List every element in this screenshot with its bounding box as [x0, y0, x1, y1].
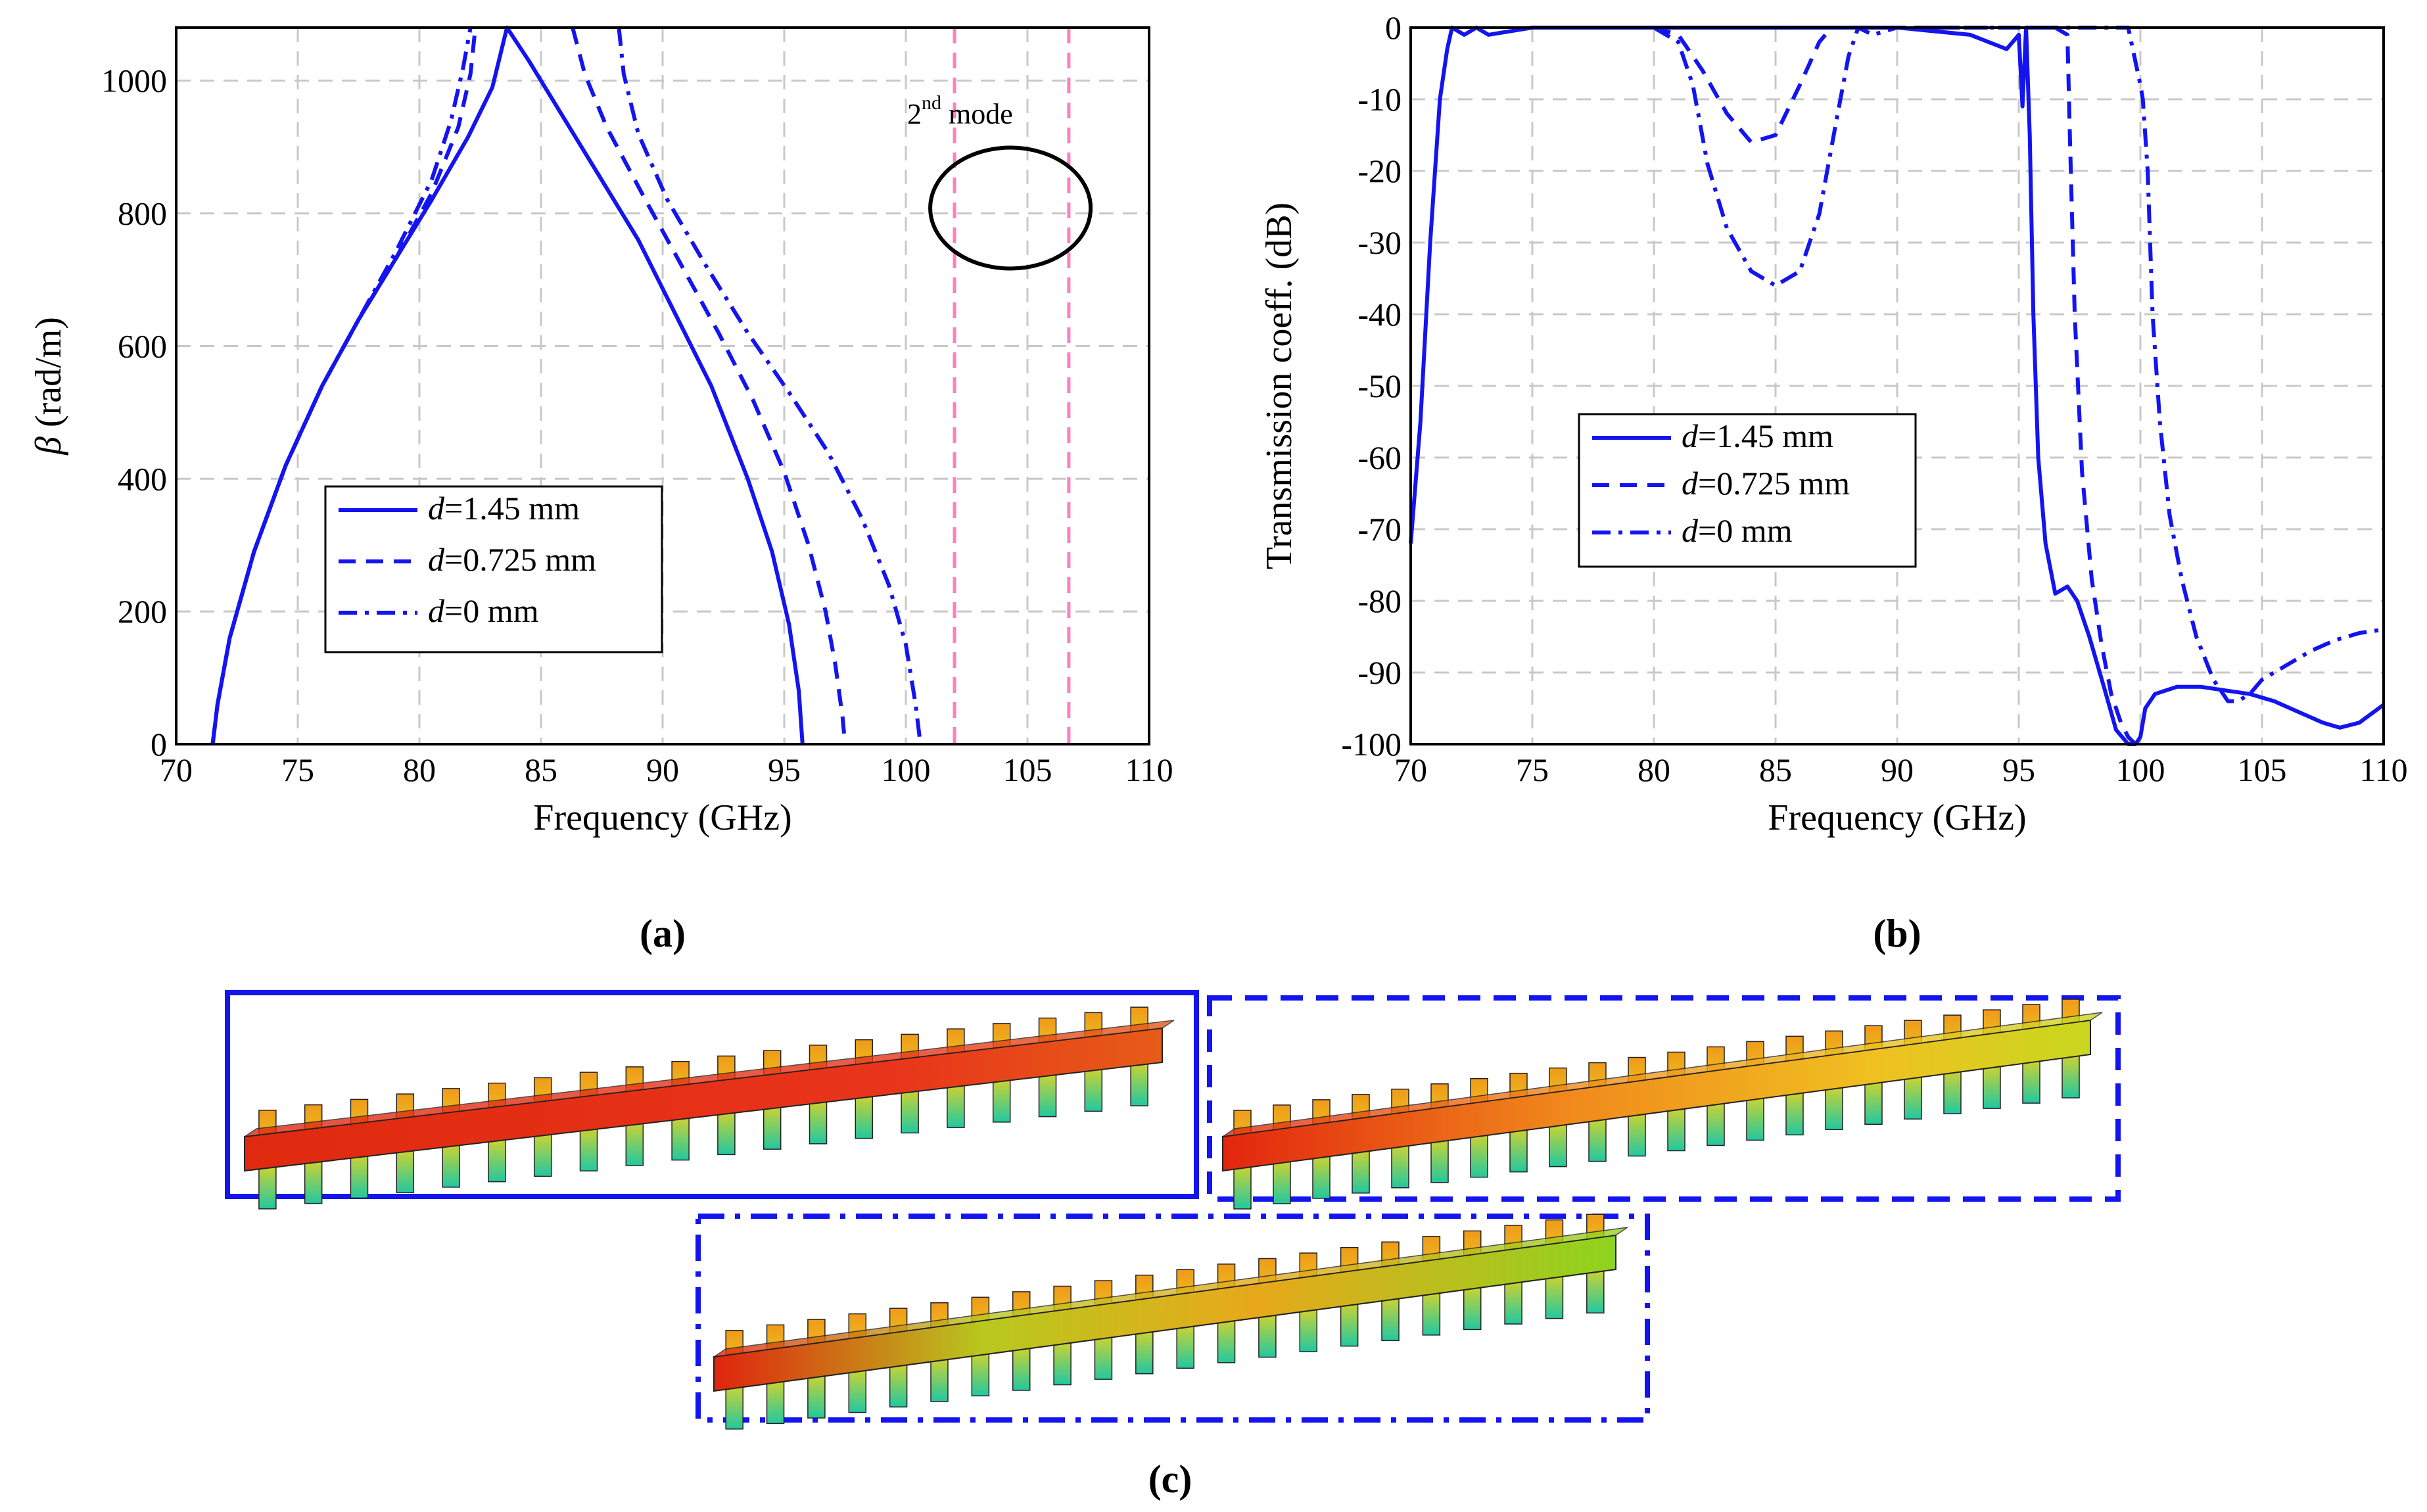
legend-var: d: [1682, 512, 1699, 549]
y-tick-label: 0: [151, 726, 167, 763]
y-tick-label: -60: [1357, 439, 1402, 476]
y-tick-label: -40: [1357, 296, 1402, 333]
series-line: [1653, 26, 2137, 746]
waveguide-structure-d-0.725: [1222, 999, 2103, 1210]
y-tick-label: -10: [1357, 81, 1402, 118]
inset-frame-solid: [225, 990, 1199, 1199]
y-tick-label: 1000: [101, 62, 167, 99]
annotation-superscript: nd: [922, 92, 941, 114]
legend-var: d: [428, 592, 445, 629]
x-tick-label: 75: [281, 751, 314, 788]
x-tick-label: 105: [1003, 751, 1052, 788]
x-tick-label: 105: [2238, 751, 2287, 788]
a-axes-frame: [175, 26, 1150, 745]
y-tick-label: -20: [1357, 153, 1402, 189]
legend-var: d: [1682, 417, 1699, 454]
legend-text: =0.725 mm: [444, 541, 596, 578]
legend-var: d: [428, 541, 445, 578]
b-y-axis-label: Transmission coeff. (dB): [1259, 202, 1300, 569]
x-tick-label: 85: [1759, 751, 1792, 788]
legend-var: d: [428, 490, 445, 527]
y-tick-label: 0: [1385, 9, 1402, 46]
legend-text: =1.45 mm: [1698, 417, 1833, 454]
waveguide-bar-top: [244, 1020, 1175, 1137]
a-x-axis-label: Frequency (GHz): [533, 797, 791, 838]
a-legend: d=1.45 mmd=0.725 mmd=0 mm: [324, 485, 663, 653]
b-tick-labels: 70 75 80 85 90 95 100 105 110 0 -10 -20 -30 -40 -50 -60…: [1341, 9, 2407, 788]
x-tick-label: 110: [2359, 751, 2407, 788]
legend-text: =0 mm: [444, 592, 539, 629]
series-line: [571, 27, 847, 745]
x-tick-label: 85: [525, 751, 557, 788]
legend-entry: d=1.45 mm: [1682, 417, 1833, 454]
y-tick-label: -90: [1357, 654, 1402, 691]
panel-b-transmission-chart: 70 75 80 85 90 95 100 105 110 0 -10 -20 -30 -40 -50 -60…: [1259, 9, 2408, 955]
x-tick-label: 100: [2116, 751, 2165, 788]
legend-text: =1.45 mm: [444, 490, 580, 527]
b-x-axis-label: Frequency (GHz): [1768, 797, 2026, 838]
inset-frame-dashed: [1207, 995, 2121, 1202]
y-tick-label: 400: [118, 460, 167, 497]
x-tick-label: 80: [1638, 751, 1670, 788]
waveguide-structure-d-0: [713, 1214, 1628, 1430]
a-tick-labels: 70 75 80 85 90 95 100 105 110 0 200 400 600 800 1000: [101, 62, 1173, 788]
legend-entry: d=0.725 mm: [428, 541, 596, 578]
series-line: [210, 27, 478, 745]
waveguide-structure-d-1.45: [244, 1006, 1175, 1210]
legend-entry: d=1.45 mm: [428, 490, 580, 527]
y-tick-label: -100: [1341, 726, 1402, 763]
series-line: [617, 27, 923, 745]
a-y-axis-label: β (rad/m): [28, 317, 69, 456]
second-mode-ellipse: [928, 145, 1093, 271]
second-mode-annotation: 2nd mode: [907, 92, 1013, 130]
x-tick-label: 100: [882, 751, 931, 788]
b-axes-frame: [1409, 26, 2385, 745]
x-tick-label: 70: [1394, 751, 1427, 788]
legend-text: =0.725 mm: [1698, 465, 1850, 502]
panel-a-dispersion-chart: 70 75 80 85 90 95 100 105 110 0 200 400 600 800 1000 2…: [28, 26, 1173, 955]
waveguide-bar-top: [713, 1227, 1628, 1358]
y-tick-label: -30: [1357, 224, 1402, 261]
b-grid: [1409, 26, 2385, 745]
y-tick-label: 200: [118, 593, 167, 630]
a-y-unit: (rad/m): [28, 317, 69, 437]
y-tick-label: 600: [118, 327, 167, 364]
caption-a: (a): [640, 912, 686, 955]
b-legend: d=1.45 mmd=0.725 mmd=0 mm: [1578, 413, 1917, 568]
x-tick-label: 95: [768, 751, 801, 788]
panel-c-field-distributions: (c): [225, 990, 2121, 1501]
waveguide-bar: [244, 1027, 1163, 1172]
x-tick-label: 90: [1881, 751, 1914, 788]
legend-text: =0 mm: [1698, 512, 1793, 549]
a-second-mode-markers: [953, 28, 1071, 744]
waveguide-bar-top: [1222, 1012, 2103, 1137]
x-tick-label: 75: [1516, 751, 1549, 788]
y-tick-label: -50: [1357, 367, 1402, 404]
y-tick-label: 800: [118, 195, 167, 232]
legend-var: d: [1682, 465, 1699, 502]
x-tick-label: 95: [2002, 751, 2035, 788]
inset-frame-dashdot: [695, 1214, 1650, 1423]
beta-symbol: β: [28, 437, 69, 456]
x-tick-label: 110: [1125, 751, 1173, 788]
caption-c: (c): [1148, 1457, 1192, 1501]
x-tick-label: 90: [646, 751, 679, 788]
y-tick-label: -80: [1357, 582, 1402, 619]
annotation-number: 2: [907, 98, 922, 130]
legend-entry: d=0.725 mm: [1682, 465, 1850, 502]
legend-box: [324, 485, 663, 653]
legend-entry: d=0 mm: [428, 592, 539, 629]
x-tick-label: 70: [160, 751, 193, 788]
legend-entry: d=0 mm: [1682, 512, 1793, 549]
x-tick-label: 80: [403, 751, 436, 788]
annotation-suffix: mode: [941, 98, 1013, 130]
caption-b: (b): [1873, 912, 1921, 955]
y-tick-label: -70: [1357, 511, 1402, 548]
